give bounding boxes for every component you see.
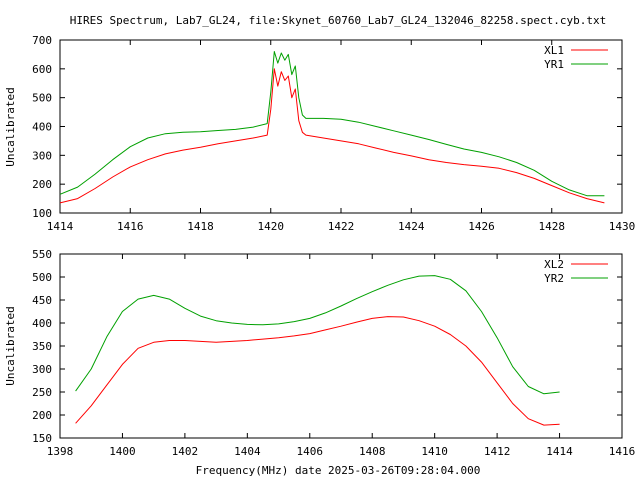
top-xtick-label: 1426 <box>468 220 495 233</box>
bottom-xtick-label: 1408 <box>359 445 386 458</box>
top-xtick-label: 1420 <box>258 220 285 233</box>
top-ytick-label: 700 <box>32 34 52 47</box>
top-panel: Uncalibrated 1414 1416 1418 1420 1422 1424 142… <box>4 34 635 233</box>
top-legend-label: XL1 <box>544 44 564 57</box>
bottom-legend-label: XL2 <box>544 258 564 271</box>
bottom-ytick-label: 200 <box>32 409 52 422</box>
bottom-xtick-label: 1414 <box>546 445 573 458</box>
bottom-ticks: 1398 1400 1402 1404 1406 1408 1410 1412 1414 1416… <box>32 248 635 458</box>
bottom-xtick-label: 1402 <box>172 445 199 458</box>
top-series-line-xl1 <box>59 68 605 204</box>
bottom-ytick-label: 450 <box>32 294 52 307</box>
top-series <box>59 51 605 204</box>
top-ytick-label: 400 <box>32 121 52 134</box>
top-xtick-label: 1430 <box>609 220 636 233</box>
bottom-xtick-label: 1410 <box>421 445 448 458</box>
top-series-line-yr1 <box>59 51 605 197</box>
bottom-panel: Uncalibrated 1398 1400 1402 1404 1406 1408 141… <box>4 248 635 458</box>
bottom-ytick-label: 150 <box>32 432 52 445</box>
top-xtick-label: 1428 <box>539 220 566 233</box>
bottom-ytick-label: 250 <box>32 386 52 399</box>
bottom-xtick-label: 1416 <box>609 445 636 458</box>
top-xtick-label: 1422 <box>328 220 355 233</box>
bottom-ytick-label: 400 <box>32 317 52 330</box>
bottom-xtick-label: 1404 <box>234 445 261 458</box>
bottom-ytick-label: 300 <box>32 363 52 376</box>
top-xtick-label: 1416 <box>117 220 144 233</box>
top-legend-label: YR1 <box>544 58 564 71</box>
bottom-xtick-label: 1412 <box>484 445 511 458</box>
figure-xlabel: Frequency(MHz) date 2025-03-26T09:28:04.… <box>196 464 481 477</box>
bottom-ytick-label: 350 <box>32 340 52 353</box>
bottom-legend-label: YR2 <box>544 272 564 285</box>
bottom-ylabel: Uncalibrated <box>4 306 17 385</box>
bottom-ytick-label: 500 <box>32 271 52 284</box>
bottom-series-line-yr2 <box>75 275 560 395</box>
figure-title: HIRES Spectrum, Lab7_GL24, file:Skynet_6… <box>70 14 606 27</box>
top-ytick-label: 100 <box>32 207 52 220</box>
top-ytick-label: 300 <box>32 149 52 162</box>
top-ticks: 1414 1416 1418 1420 1422 1424 1426 1428 1430 100 2… <box>32 34 635 233</box>
bottom-xtick-label: 1398 <box>47 445 74 458</box>
top-plot-frame <box>59 39 623 214</box>
top-xtick-label: 1414 <box>47 220 74 233</box>
top-ytick-label: 200 <box>32 178 52 191</box>
bottom-xtick-label: 1400 <box>109 445 136 458</box>
bottom-ytick-label: 550 <box>32 248 52 261</box>
bottom-series-line-xl2 <box>75 316 560 426</box>
bottom-series <box>75 275 560 426</box>
top-xtick-label: 1424 <box>398 220 425 233</box>
top-ytick-label: 600 <box>32 63 52 76</box>
top-xtick-label: 1418 <box>187 220 214 233</box>
top-ylabel: Uncalibrated <box>4 87 17 166</box>
bottom-xtick-label: 1406 <box>297 445 324 458</box>
top-ytick-label: 500 <box>32 92 52 105</box>
